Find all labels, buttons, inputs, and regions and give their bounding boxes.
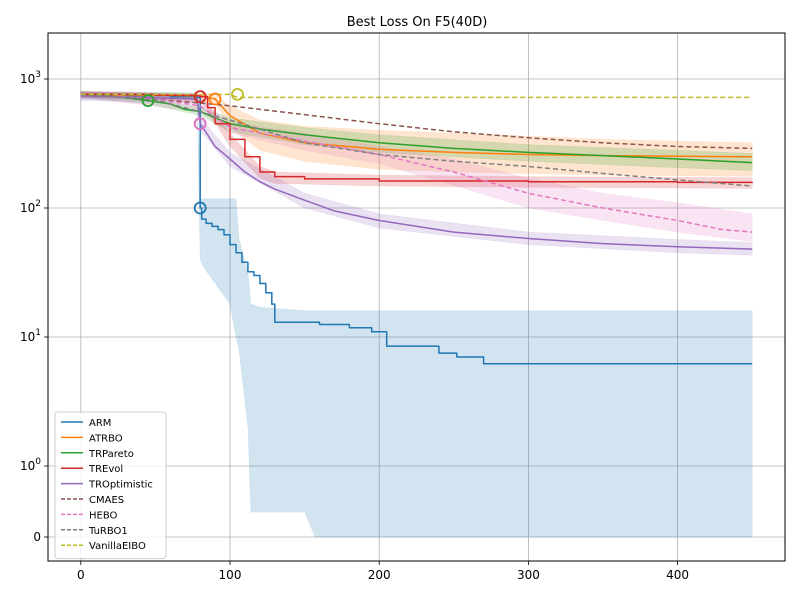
legend-label-trevol: TREvol bbox=[88, 464, 123, 475]
series-lines bbox=[80, 93, 753, 365]
line-vanillaeibo bbox=[80, 93, 753, 99]
line-hebo bbox=[80, 93, 753, 233]
line-turbo1 bbox=[80, 93, 753, 187]
band-trevol bbox=[80, 91, 753, 189]
plot-frame bbox=[47, 32, 786, 562]
x-tick-label: 0 bbox=[77, 568, 85, 582]
legend-label-atrbo: ATRBO bbox=[89, 433, 123, 444]
series-markers bbox=[141, 87, 244, 215]
line-trpareto bbox=[80, 93, 753, 164]
y-axis: 0 100 101 102 103 bbox=[20, 70, 48, 544]
y-tick-label: 103 bbox=[20, 70, 41, 86]
legend-label-trpareto: TRPareto bbox=[88, 449, 134, 460]
x-axis: 0 100 200 300 400 bbox=[77, 561, 689, 582]
x-tick-label: 100 bbox=[219, 568, 242, 582]
line-cmaes bbox=[80, 93, 753, 150]
x-tick-label: 300 bbox=[517, 568, 540, 582]
marker-trevol bbox=[193, 90, 207, 104]
legend-label-arm: ARM bbox=[89, 418, 111, 429]
line-troptimistic bbox=[80, 95, 753, 250]
marker-atrbo bbox=[208, 92, 222, 106]
legend-label-hebo: HEBO bbox=[89, 510, 118, 521]
legend-label-troptimistic: TROptimistic bbox=[88, 480, 153, 491]
marker-arm bbox=[193, 201, 207, 215]
legend-label-cmaes: CMAES bbox=[89, 495, 124, 506]
marker-hebo bbox=[193, 117, 207, 131]
line-arm bbox=[80, 93, 753, 365]
legend-label-turbo1: TuRBO1 bbox=[88, 526, 128, 537]
legend: ARM ATRBO TRPareto TREvol TROptimistic CMAES H… bbox=[54, 411, 167, 560]
marker-vanillaeibo bbox=[231, 87, 244, 101]
band-arm bbox=[80, 91, 753, 538]
y-tick-label: 0 bbox=[33, 530, 41, 544]
chart-title: Best Loss On F5(40D) bbox=[347, 15, 488, 30]
y-tick-label: 100 bbox=[20, 457, 41, 473]
y-tick-label: 101 bbox=[20, 328, 41, 344]
line-trevol bbox=[80, 93, 753, 184]
legend-box bbox=[54, 411, 167, 560]
legend-label-vanillaeibo: VanillaEIBO bbox=[89, 541, 146, 552]
y-tick-label: 102 bbox=[20, 199, 41, 215]
x-tick-label: 200 bbox=[368, 568, 391, 582]
grid bbox=[48, 33, 785, 561]
marker-trpareto bbox=[141, 94, 155, 108]
x-tick-label: 400 bbox=[666, 568, 689, 582]
